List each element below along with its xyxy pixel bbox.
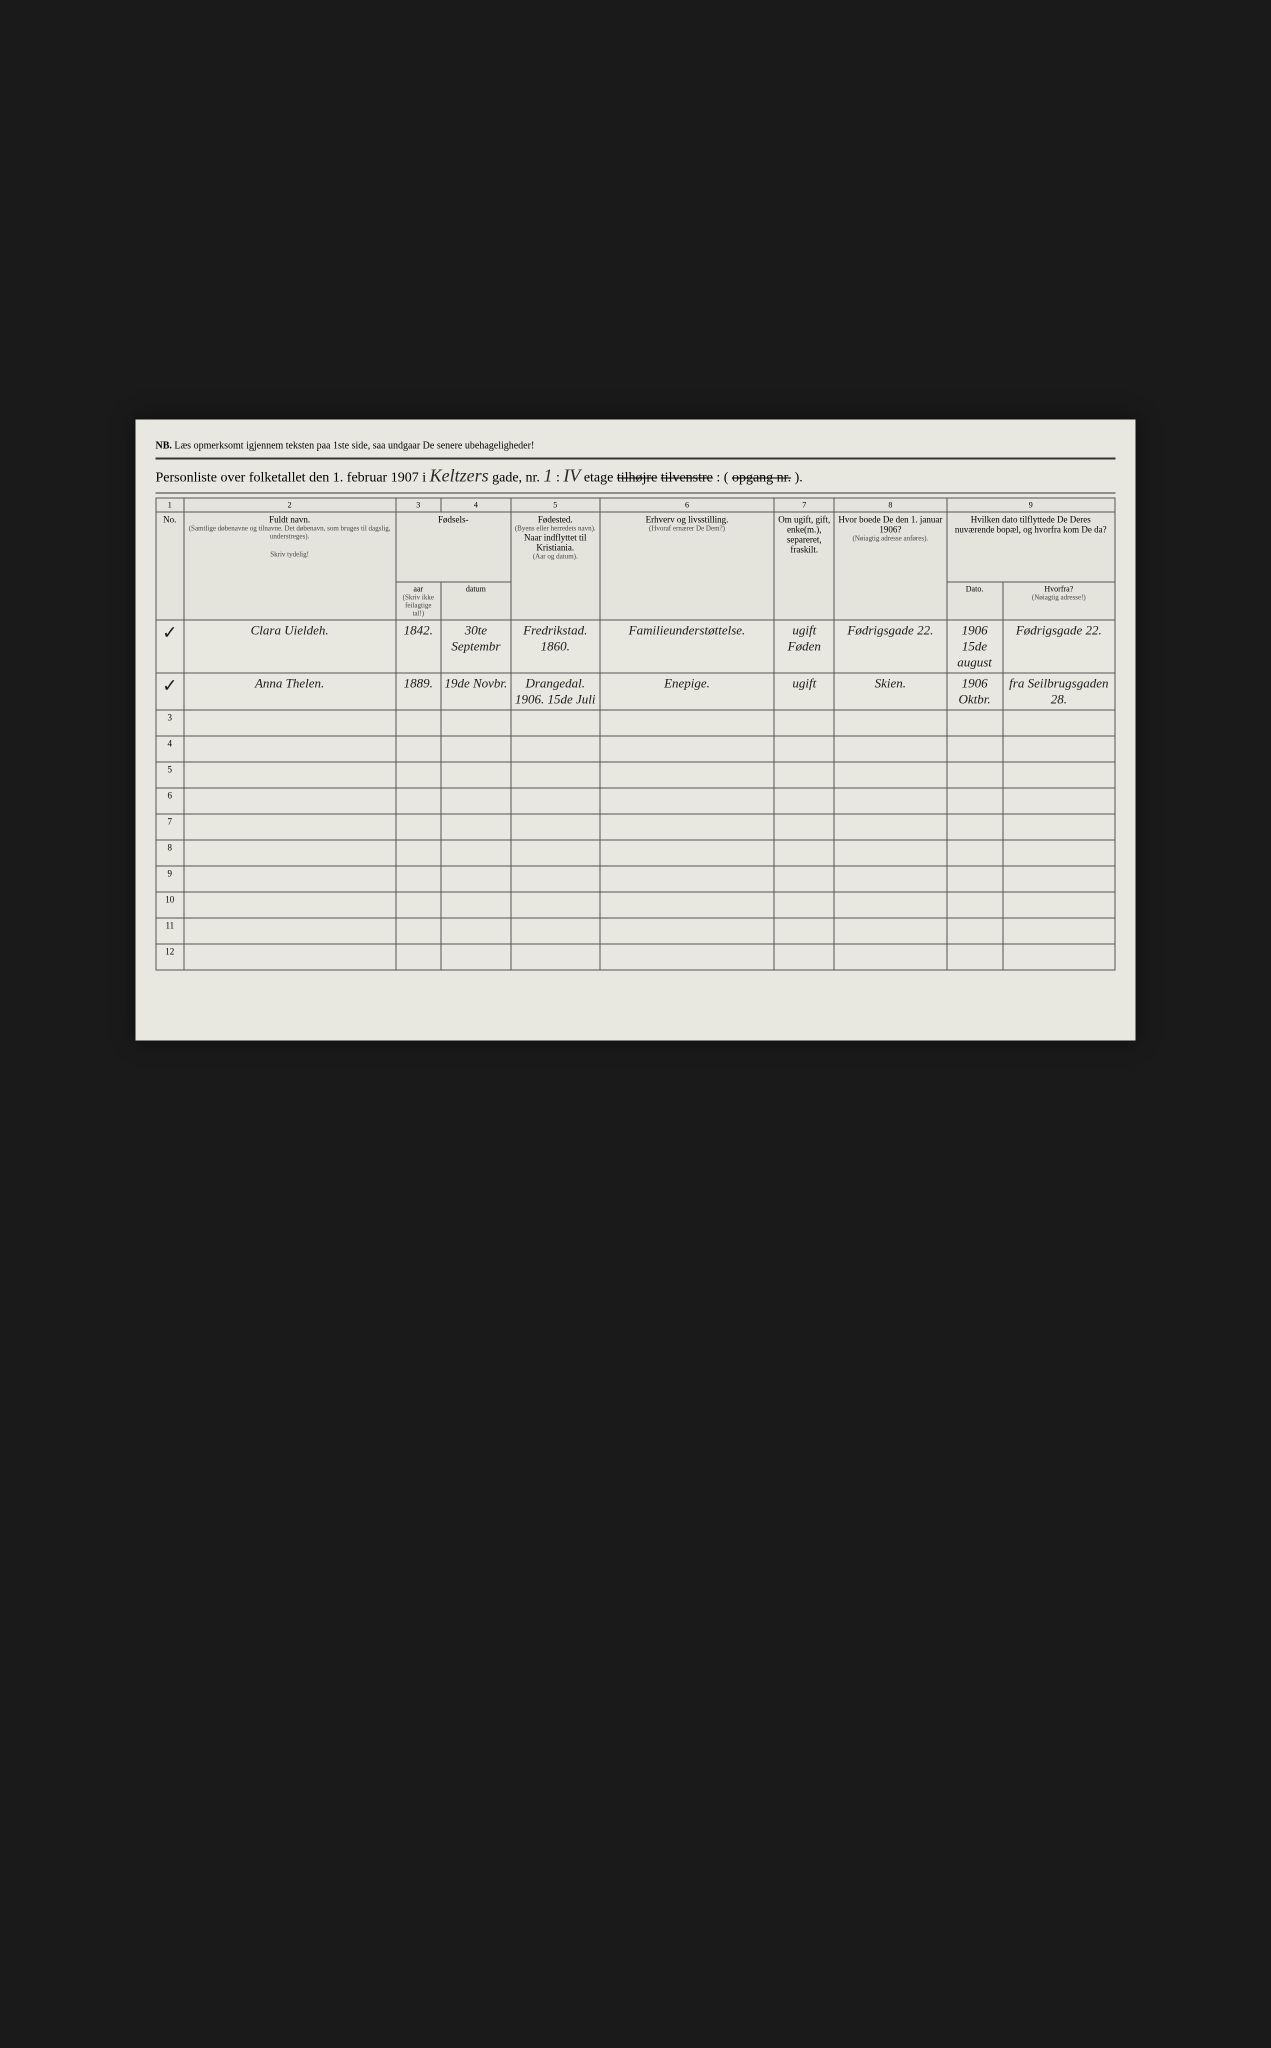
census-table: 1 2 3 4 5 6 7 8 9 No. Fuldt navn. (Samtl… xyxy=(156,498,1116,971)
colnum-5: 5 xyxy=(511,498,600,512)
table-row: 5 xyxy=(156,762,1115,788)
cell-no: ✓ xyxy=(156,620,184,673)
table-row: ✓ Anna Thelen. 1889. 19de Novbr. Dranged… xyxy=(156,673,1115,710)
cell-no: 3 xyxy=(156,710,184,736)
table-row: 7 xyxy=(156,814,1115,840)
cell-year: 1842. xyxy=(396,620,441,673)
hdr-move-date: Dato. xyxy=(947,582,1003,620)
colnum-1: 1 xyxy=(156,498,184,512)
hdr-addr1906: Hvor boede De den 1. januar 1906? xyxy=(838,515,943,535)
cell-movedate: 1906 15de august xyxy=(947,620,1003,673)
floor: IV xyxy=(563,466,580,486)
table-row: ✓ Clara Uieldeh. 1842. 30te Septembr Fre… xyxy=(156,620,1115,673)
cell-no: 8 xyxy=(156,840,184,866)
side-strike2: tilvenstre xyxy=(661,471,713,486)
cell-name: Anna Thelen. xyxy=(184,673,396,710)
cell-no: 10 xyxy=(156,892,184,918)
cell-occ: Enepige. xyxy=(600,673,775,710)
document-page: NB. Læs opmerksomt igjennem teksten paa … xyxy=(136,420,1136,1041)
header-row: No. Fuldt navn. (Samtlige døbenavne og t… xyxy=(156,512,1115,582)
nb-text: Læs opmerksomt igjennem teksten paa 1ste… xyxy=(174,441,534,452)
hdr-move: Hvilken dato tilflyttede De Deres nuvære… xyxy=(947,512,1116,582)
cell-date: 30te Septembr xyxy=(441,620,511,673)
hdr-addr1906-note: (Nøiagtig adresse anføres). xyxy=(838,535,943,543)
cell-movedate: 1906 Oktbr. xyxy=(947,673,1003,710)
floor-suffix: etage xyxy=(584,471,614,486)
cell-addr1906: Skien. xyxy=(834,673,946,710)
hdr-move-from: Hvorfra? xyxy=(1006,585,1111,594)
cell-marital: ugift Føden xyxy=(774,620,834,673)
cell-birthplace: Fredrikstad. 1860. xyxy=(511,620,600,673)
cell-movefrom: fra Seilbrugsgaden 28. xyxy=(1003,673,1115,710)
floor-sep: : xyxy=(556,471,560,486)
hdr-birthplace-cell: Fødested. (Byens eller herredets navn). … xyxy=(511,512,600,620)
hdr-addr1906-cell: Hvor boede De den 1. januar 1906? (Nøiag… xyxy=(834,512,946,620)
hdr-birth-note: (Skriv ikke feilagtige tal!) xyxy=(399,594,437,618)
cell-no: 5 xyxy=(156,762,184,788)
cell-occ: Familieunderstøttelse. xyxy=(600,620,775,673)
title-prefix: Personliste over folketallet den 1. febr… xyxy=(156,471,427,486)
table-row: 8 xyxy=(156,840,1115,866)
colnum-2: 2 xyxy=(184,498,396,512)
hdr-birth: Fødsels- xyxy=(396,512,511,582)
hdr-occ-note: (Hvoraf ernærer De Dem?) xyxy=(603,525,771,533)
hdr-name-sub: Skriv tydelig! xyxy=(187,551,392,559)
table-row: 6 xyxy=(156,788,1115,814)
cell-addr1906: Fødrigsgade 22. xyxy=(834,620,946,673)
street-name: Keltzers xyxy=(430,466,489,486)
cell-birthplace: Drangedal. 1906. 15de Juli xyxy=(511,673,600,710)
column-number-row: 1 2 3 4 5 6 7 8 9 xyxy=(156,498,1115,512)
hdr-move-from-cell: Hvorfra? (Nøiagtig adresse!) xyxy=(1003,582,1115,620)
cell-no: 7 xyxy=(156,814,184,840)
table-row: 12 xyxy=(156,944,1115,970)
cell-year: 1889. xyxy=(396,673,441,710)
table-row: 4 xyxy=(156,736,1115,762)
cell-no: 6 xyxy=(156,788,184,814)
cell-movefrom: Fødrigsgade 22. xyxy=(1003,620,1115,673)
side-sep: : ( xyxy=(716,471,728,486)
cell-no: 4 xyxy=(156,736,184,762)
hdr-birth-date: datum xyxy=(441,582,511,620)
cell-no: 12 xyxy=(156,944,184,970)
hdr-occ-cell: Erhverv og livsstilling. (Hvoraf ernærer… xyxy=(600,512,775,620)
house-number: 1 xyxy=(543,466,552,486)
side-strike1: tilhøjre xyxy=(617,471,657,486)
cell-no: ✓ xyxy=(156,673,184,710)
cell-date: 19de Novbr. xyxy=(441,673,511,710)
cell-no: 11 xyxy=(156,918,184,944)
street-suffix: gade, nr. xyxy=(492,471,540,486)
opgang-strike: opgang nr. xyxy=(732,471,791,486)
table-row: 9 xyxy=(156,866,1115,892)
closing: ). xyxy=(795,471,803,486)
colnum-8: 8 xyxy=(834,498,946,512)
hdr-birth-year-cell: aar (Skriv ikke feilagtige tal!) xyxy=(396,582,441,620)
hdr-name: Fuldt navn. xyxy=(187,515,392,525)
title-line: Personliste over folketallet den 1. febr… xyxy=(156,458,1116,494)
hdr-marital: Om ugift, gift, enke(m.), separeret, fra… xyxy=(774,512,834,620)
hdr-name-note: (Samtlige døbenavne og tilnavne. Det døb… xyxy=(187,525,392,541)
colnum-7: 7 xyxy=(774,498,834,512)
nb-prefix: NB. xyxy=(156,441,172,452)
cell-no: 9 xyxy=(156,866,184,892)
nb-notice: NB. Læs opmerksomt igjennem teksten paa … xyxy=(156,441,1116,452)
page-content: NB. Læs opmerksomt igjennem teksten paa … xyxy=(156,441,1116,1021)
hdr-birthplace-note1: (Byens eller herredets navn). xyxy=(514,525,596,533)
table-row: 3 xyxy=(156,710,1115,736)
colnum-3: 3 xyxy=(396,498,441,512)
colnum-6: 6 xyxy=(600,498,775,512)
table-row: 10 xyxy=(156,892,1115,918)
cell-name: Clara Uieldeh. xyxy=(184,620,396,673)
hdr-move-from-note: (Nøiagtig adresse!) xyxy=(1006,594,1111,602)
hdr-birth-year: aar xyxy=(399,585,437,594)
hdr-name-cell: Fuldt navn. (Samtlige døbenavne og tilna… xyxy=(184,512,396,620)
hdr-no: No. xyxy=(156,512,184,620)
cell-marital: ugift xyxy=(774,673,834,710)
colnum-9: 9 xyxy=(947,498,1116,512)
hdr-birthplace-sub: Naar indflyttet til Kristiania. xyxy=(514,533,596,553)
hdr-occ: Erhverv og livsstilling. xyxy=(603,515,771,525)
colnum-4: 4 xyxy=(441,498,511,512)
hdr-birthplace: Fødested. xyxy=(514,515,596,525)
hdr-birthplace-note2: (Aar og datum). xyxy=(514,553,596,561)
table-row: 11 xyxy=(156,918,1115,944)
